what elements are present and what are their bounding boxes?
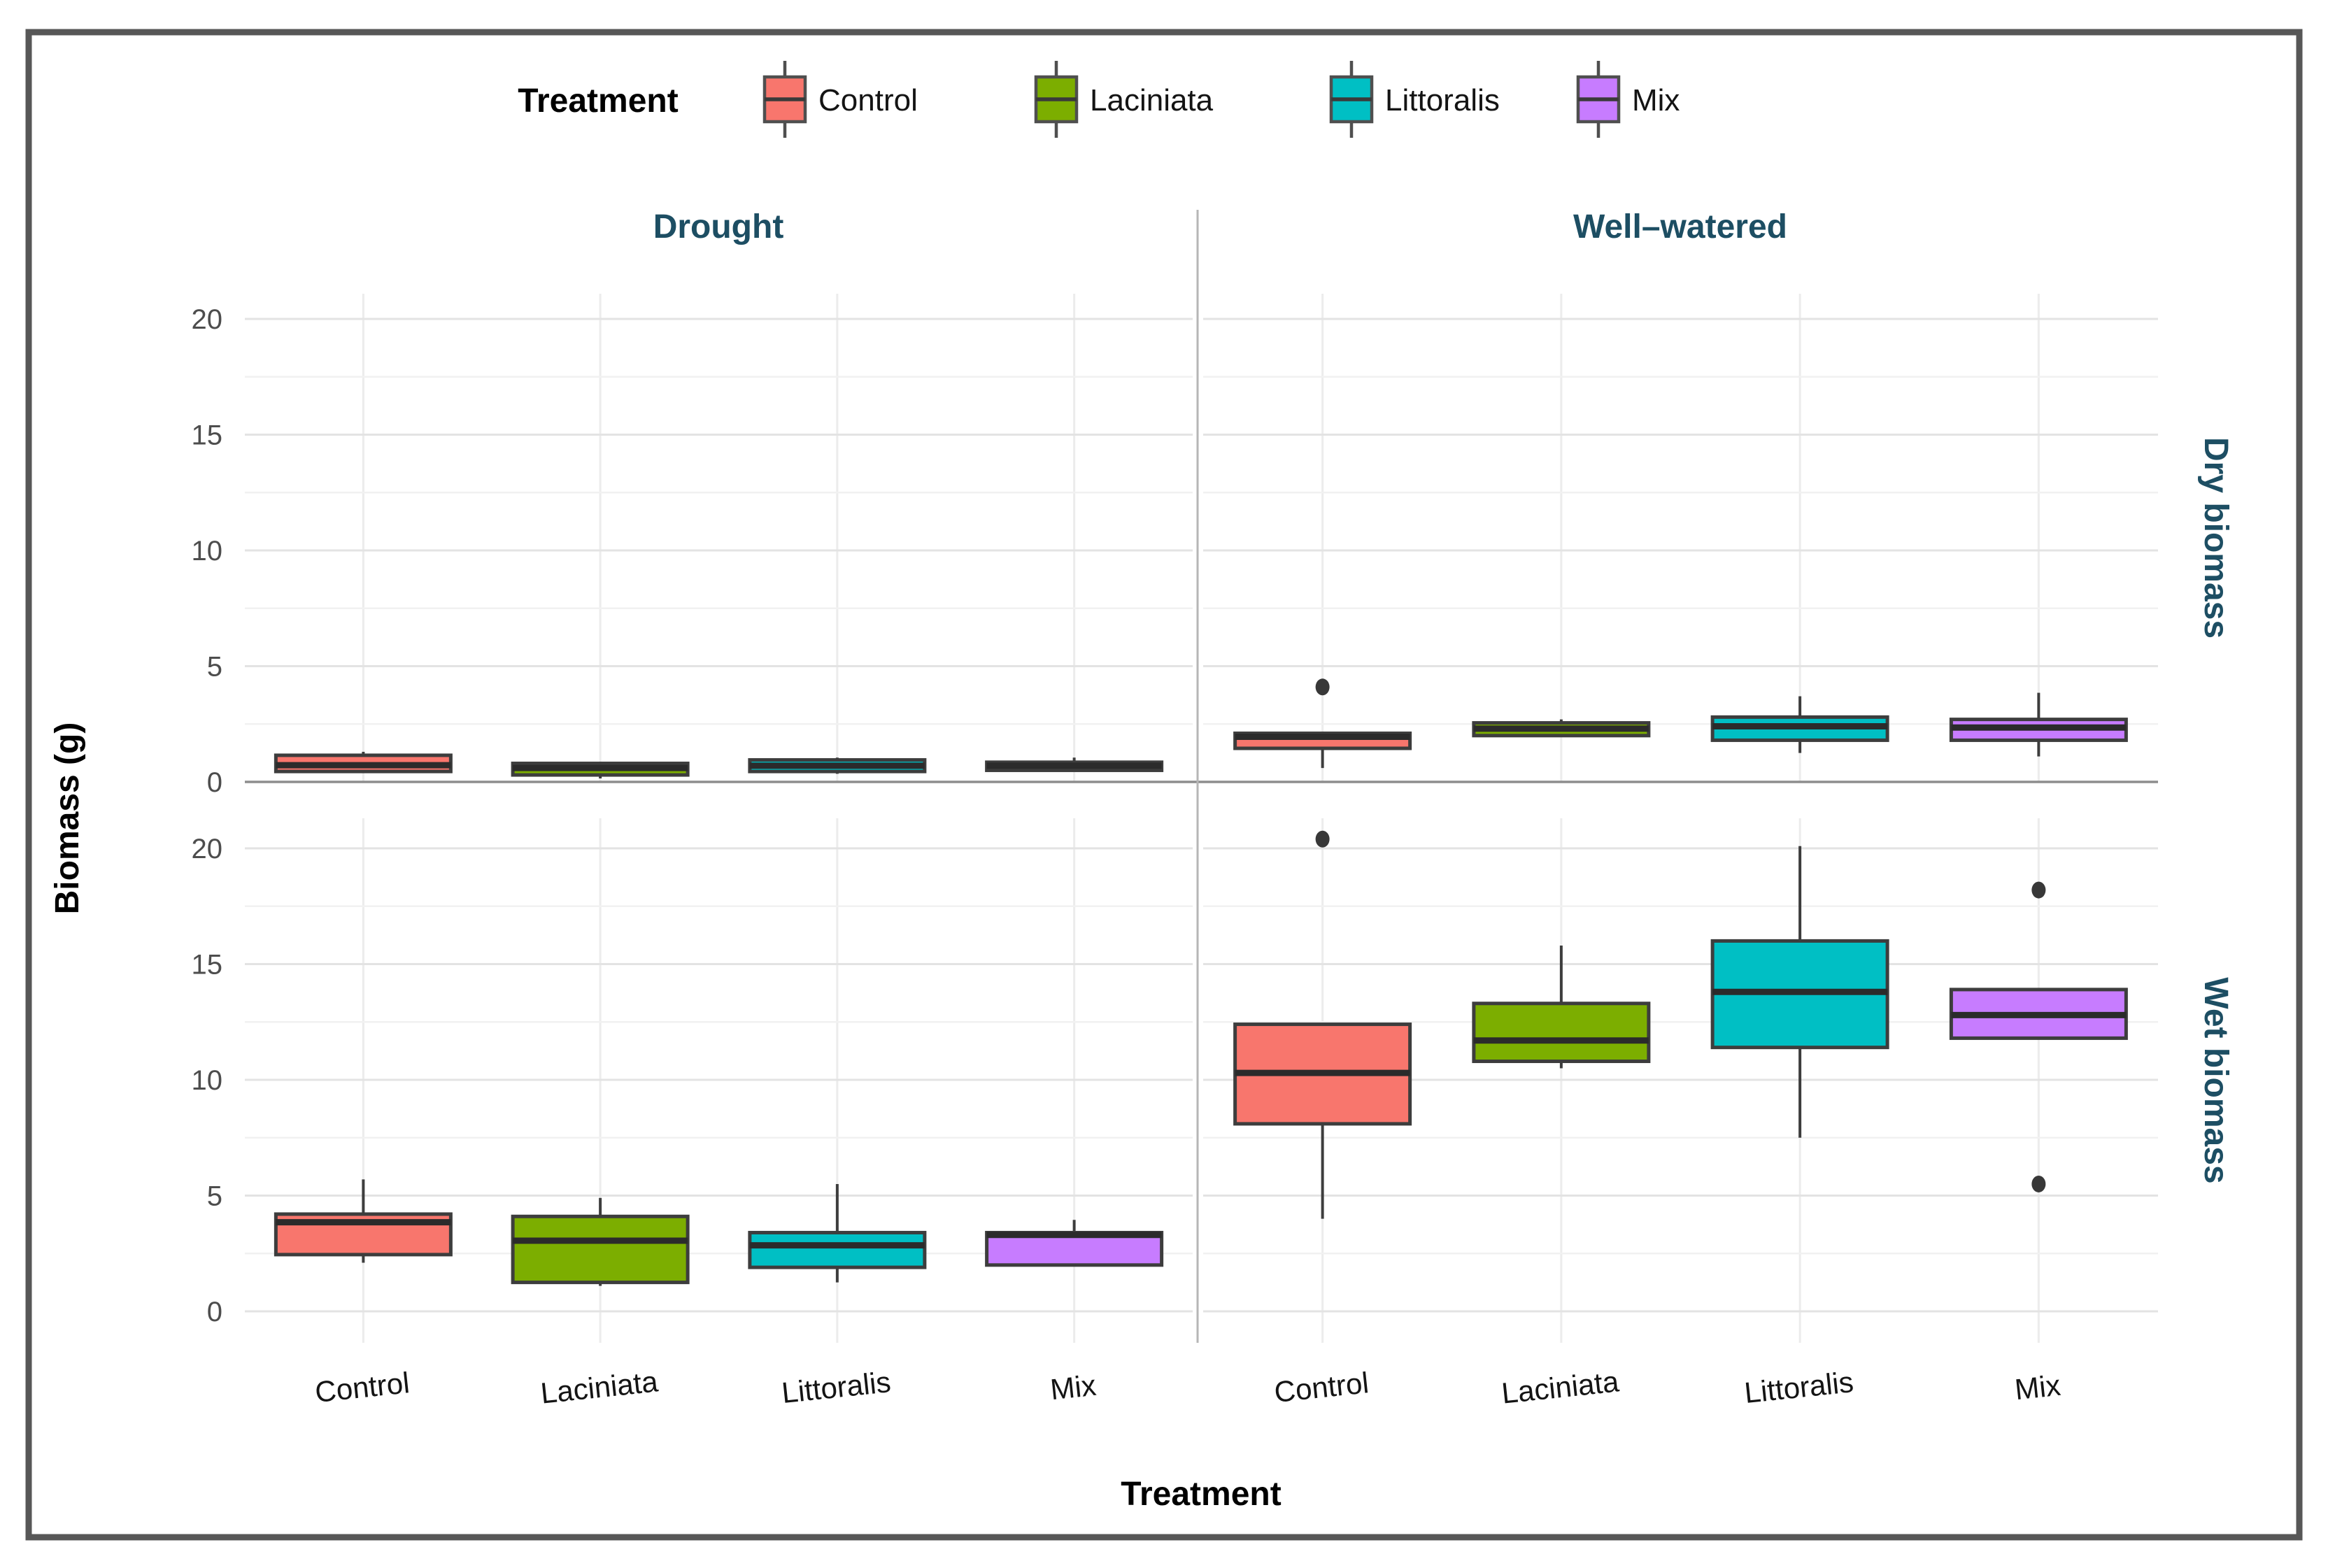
y-axis-tick-label: 10 <box>192 536 223 566</box>
x-axis-title: Treatment <box>1121 1476 1281 1513</box>
legend-item-littoralis: Littoralis <box>1329 61 1500 138</box>
boxplot-laciniata <box>511 1197 690 1286</box>
boxplot-littoralis <box>748 1183 927 1283</box>
x-axis-tick-label: Laciniata <box>539 1364 660 1409</box>
boxplot-control <box>274 751 453 774</box>
figure-frame <box>25 29 2303 1541</box>
legend-item-control: Control <box>762 61 918 138</box>
boxplot-control <box>274 1179 453 1263</box>
boxplot-control <box>1233 830 1412 1219</box>
boxplot-laciniata <box>511 762 690 779</box>
boxplots-layer <box>274 678 2128 1286</box>
axes-layer: 0 5 10 15 20 0 5 10 15 20 Control Laciniata Littoral… <box>192 210 2158 1410</box>
x-axis-tick-label: Littoralis <box>780 1365 892 1409</box>
y-axis-tick-label: 15 <box>192 420 223 451</box>
y-axis-tick-label: 20 <box>192 304 223 335</box>
legend-title: Treatment <box>518 83 678 120</box>
x-axis-tick-label: Laciniata <box>1500 1364 1621 1409</box>
x-axis-tick-label: Littoralis <box>1743 1365 1854 1409</box>
x-axis-tick-label: Mix <box>2013 1369 2062 1406</box>
outlier-point <box>1315 830 1330 848</box>
gridlines-layer <box>245 294 2158 1343</box>
facet-strip-dry-biomass: Dry biomass <box>2197 437 2234 639</box>
outlier-point <box>2031 881 2046 899</box>
legend-item-label: Littoralis <box>1385 83 1500 117</box>
outlier-point <box>1315 678 1330 696</box>
y-axis-tick-label: 10 <box>192 1065 223 1096</box>
box-iqr <box>1472 1002 1651 1064</box>
y-axis-tick-label: 0 <box>207 1297 222 1327</box>
boxplot-mix <box>1949 881 2128 1192</box>
legend-item-label: Mix <box>1632 83 1680 117</box>
y-axis-tick-label: 5 <box>207 1181 222 1212</box>
facet-strip-drought: Drought <box>653 208 784 245</box>
facet-strip-wet-biomass: Wet biomass <box>2197 977 2234 1183</box>
boxplot-laciniata <box>1472 946 1651 1069</box>
legend-layer: Control Laciniata Littoralis Mix <box>762 61 1680 138</box>
boxplot-control <box>1233 678 1412 769</box>
boxplot-laciniata <box>1472 719 1651 738</box>
legend-item-label: Laciniata <box>1090 83 1214 117</box>
boxplot-mix <box>985 757 1164 772</box>
boxplot-littoralis <box>748 757 927 774</box>
y-axis-tick-label: 20 <box>192 834 223 864</box>
facet-strip-well-watered: Well–watered <box>1573 208 1787 245</box>
boxplot-mix <box>1949 692 2128 757</box>
y-axis-title: Biomass (g) <box>49 722 86 915</box>
boxplot-littoralis <box>1710 846 1889 1138</box>
boxplot-mix <box>985 1220 1164 1267</box>
legend-item-laciniata: Laciniata <box>1034 61 1214 138</box>
x-axis-tick-label: Control <box>1272 1366 1370 1409</box>
x-axis-tick-label: Control <box>313 1366 411 1409</box>
legend-item-mix: Mix <box>1576 61 1680 138</box>
legend-item-label: Control <box>818 83 918 117</box>
x-axis-tick-label: Mix <box>1049 1369 1098 1406</box>
boxplot-littoralis <box>1710 696 1889 753</box>
y-axis-tick-label: 15 <box>192 950 223 981</box>
outlier-point <box>2031 1175 2046 1192</box>
y-axis-tick-label: 5 <box>207 652 222 683</box>
box-iqr <box>511 1214 690 1285</box>
box-iqr <box>748 1230 927 1269</box>
y-axis-tick-label: 0 <box>207 767 222 798</box>
